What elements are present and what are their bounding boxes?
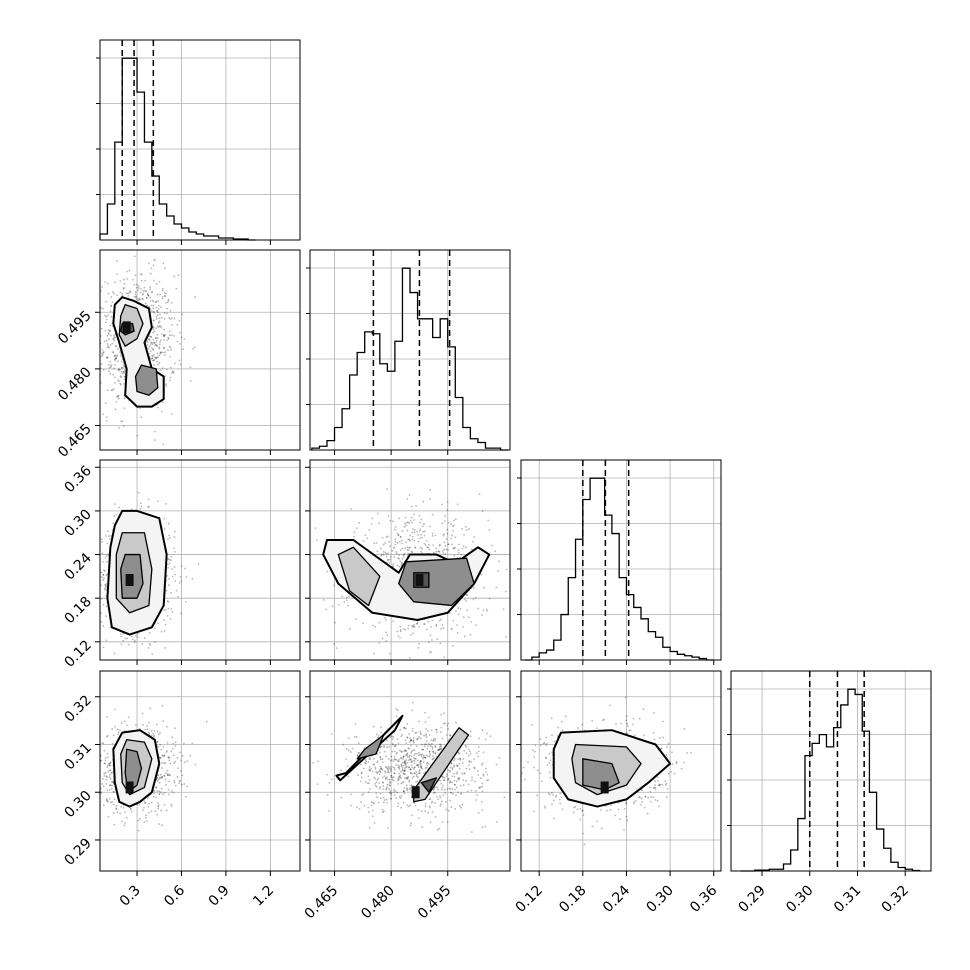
panel-frame [99, 39, 301, 241]
density-peak [411, 786, 420, 799]
contour-level-3 [398, 557, 475, 607]
density-peak [122, 321, 131, 334]
density-peak [600, 781, 609, 794]
panel-frame [309, 670, 511, 872]
density-peak [125, 574, 134, 586]
scatter-panel-3-2 [309, 459, 511, 661]
panel-content [521, 696, 692, 846]
contour-level-3 [134, 364, 159, 396]
contour-level-1 [335, 714, 404, 782]
contour-level-2 [337, 546, 381, 607]
panel-frame [99, 670, 301, 872]
histogram-step [311, 267, 509, 451]
panel-content [100, 255, 196, 446]
panel-frame [99, 459, 301, 661]
histogram-panel-3 [517, 459, 722, 661]
scatter-panel-2-1 [99, 249, 301, 451]
density-peak [125, 781, 134, 794]
panel-frame [520, 670, 722, 872]
histogram-step [524, 477, 714, 661]
panel-content [312, 701, 506, 833]
scatter-panel-4-1 [99, 670, 301, 872]
panel-frame [309, 459, 511, 661]
contour-level-3 [582, 758, 620, 791]
density-peak [415, 574, 424, 586]
histogram-step [740, 688, 921, 872]
scatter-panel-3-1 [99, 459, 301, 661]
histogram-panel-2 [306, 249, 511, 451]
scatter-panel-4-3 [520, 670, 722, 872]
panel-frame [520, 459, 722, 661]
panel-content [314, 488, 508, 659]
contour-level-4 [420, 777, 438, 793]
panel-content [100, 491, 200, 660]
panel-content [100, 704, 208, 832]
histogram-panel-1 [96, 39, 301, 241]
contour-level-3 [356, 734, 385, 760]
panel-frame [309, 249, 511, 451]
scatter-panel-4-2 [309, 670, 511, 872]
panel-frame [730, 670, 932, 872]
histogram-panel-4 [727, 670, 932, 872]
panel-frame [99, 249, 301, 451]
